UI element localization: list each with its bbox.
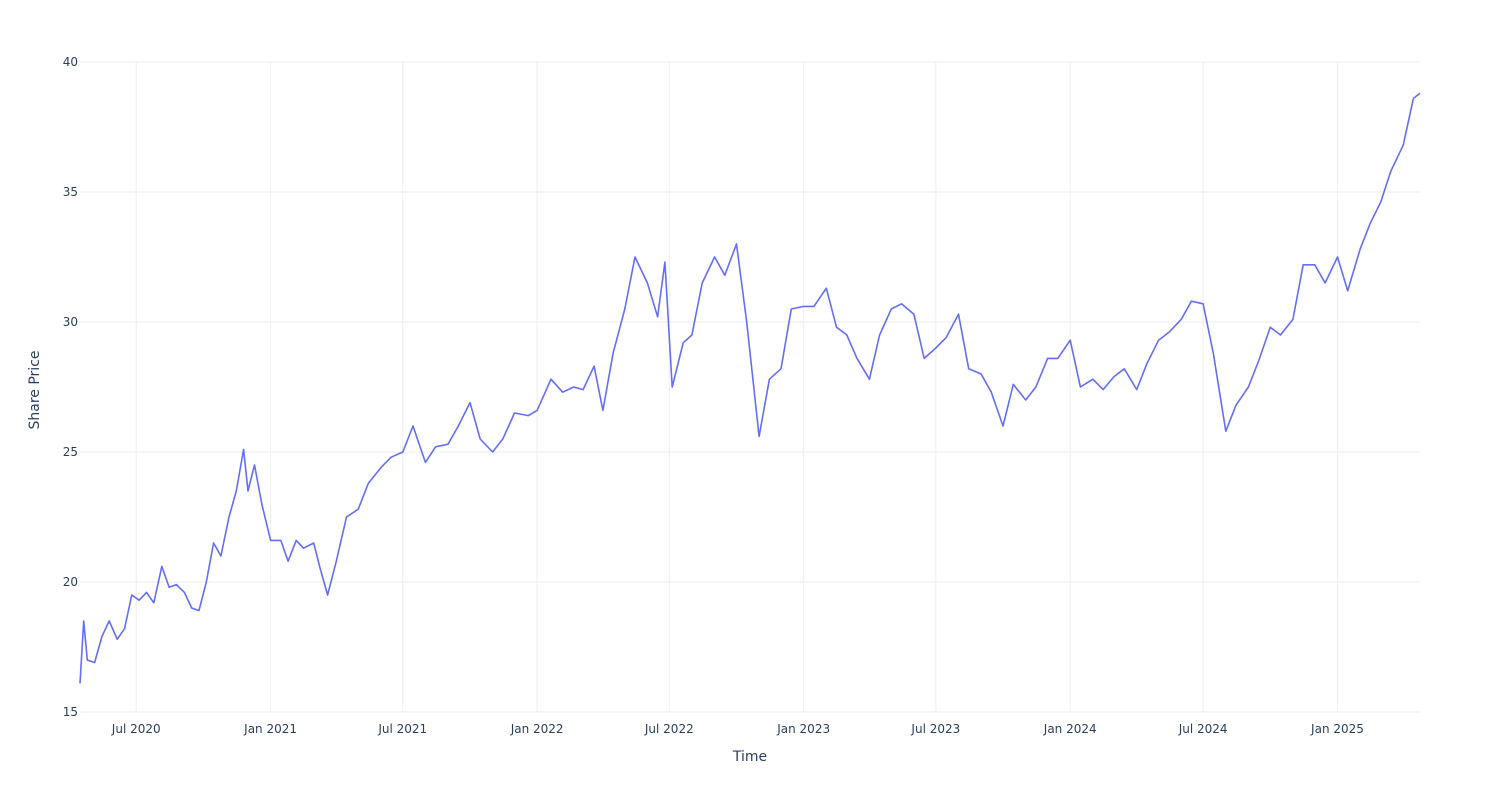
x-tick-label: Jul 2023 bbox=[910, 722, 960, 736]
y-axis-title: Share Price bbox=[27, 350, 43, 429]
y-tick-label: 40 bbox=[63, 55, 78, 69]
x-tick-label: Jul 2022 bbox=[644, 722, 694, 736]
y-tick-labels: 15 20 25 30 35 40 bbox=[63, 55, 78, 719]
x-tick-label: Jan 2022 bbox=[510, 722, 564, 736]
y-tick-label: 35 bbox=[63, 185, 78, 199]
x-axis-title: Time bbox=[732, 749, 767, 765]
x-tick-label: Jan 2023 bbox=[776, 722, 830, 736]
x-gridlines bbox=[135, 62, 1338, 712]
x-tick-label: Jul 2020 bbox=[111, 722, 161, 736]
y-tick-label: 25 bbox=[63, 445, 78, 459]
series-layer bbox=[79, 92, 1421, 684]
x-tick-label: Jan 2024 bbox=[1043, 722, 1097, 736]
x-tick-labels: Jul 2020 Jan 2021 Jul 2021 Jan 2022 Jul 2022… bbox=[111, 722, 1364, 736]
x-tick-label: Jan 2021 bbox=[243, 722, 297, 736]
y-tick-label: 20 bbox=[63, 575, 78, 589]
x-tick-label: Jul 2024 bbox=[1178, 722, 1228, 736]
y-gridlines bbox=[80, 61, 1420, 713]
x-tick-label: Jul 2021 bbox=[377, 722, 427, 736]
y-tick-label: 15 bbox=[63, 705, 78, 719]
y-tick-label: 30 bbox=[63, 315, 78, 329]
share-price-series-line bbox=[79, 92, 1421, 684]
x-tick-label: Jan 2025 bbox=[1310, 722, 1364, 736]
